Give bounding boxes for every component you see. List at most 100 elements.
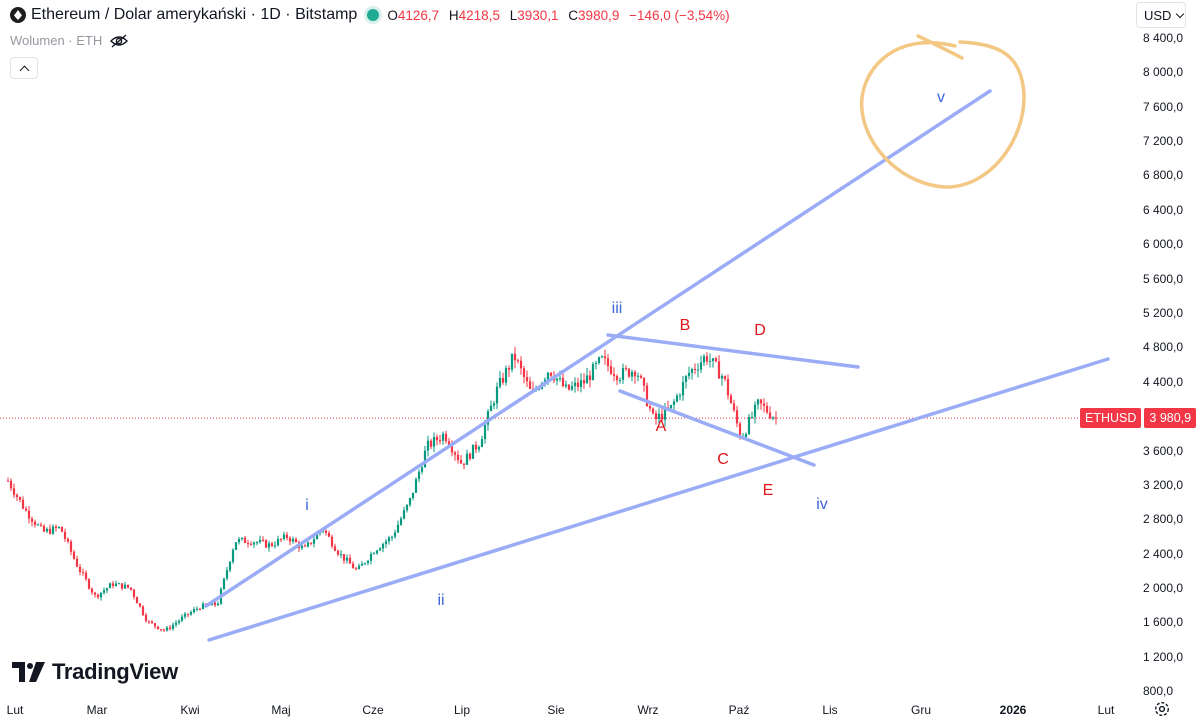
wave-label-B[interactable]: B: [680, 317, 691, 334]
candle-body: [762, 403, 766, 406]
price-tick-label: 3 600,0: [1143, 444, 1183, 458]
price-tick-label: 6 000,0: [1143, 237, 1183, 251]
candle-body: [756, 399, 760, 405]
candle-body: [738, 423, 742, 438]
candle-body: [420, 467, 424, 472]
open-value: 4126,7: [397, 7, 440, 23]
candles: [6, 346, 778, 632]
candle-body: [579, 380, 583, 387]
wave-label-i[interactable]: i: [305, 497, 309, 514]
candle-body: [240, 537, 244, 539]
candle-body: [303, 545, 307, 547]
candle-body: [87, 579, 91, 589]
candle-body: [633, 371, 637, 377]
price-axis[interactable]: 8 400,0 8 000,0 7 600,0 7 200,0 6 800,0 6 400…: [1143, 31, 1183, 698]
time-tick-label: Paź: [729, 703, 750, 717]
candle-body: [768, 412, 772, 418]
trendline[interactable]: [207, 357, 1110, 642]
volume-label: Wolumen · ETH: [10, 33, 103, 48]
collapse-legend-button[interactable]: [10, 57, 38, 79]
price-tick-label: 1 200,0: [1143, 650, 1183, 664]
trendline[interactable]: [606, 333, 860, 369]
last-price-tag: ETHUSD 3 980,9: [1080, 408, 1197, 429]
candle-body: [438, 440, 442, 442]
candle-body: [495, 386, 499, 404]
candle-body: [27, 510, 31, 519]
candle-body: [195, 608, 199, 610]
candle-body: [582, 380, 586, 384]
trendline[interactable]: [618, 389, 816, 467]
currency-label: USD: [1144, 7, 1172, 23]
candle-body: [192, 609, 196, 613]
candle-body: [96, 594, 100, 598]
candle-body: [387, 537, 391, 542]
candle-body: [693, 369, 697, 371]
candle-body: [30, 518, 34, 522]
candle-body: [231, 549, 235, 562]
candle-body: [252, 542, 256, 545]
wave-label-v[interactable]: v: [937, 89, 945, 106]
candle-body: [480, 438, 484, 447]
candle-body: [765, 405, 769, 413]
candle-body: [432, 436, 436, 447]
wave-label-ii[interactable]: ii: [437, 592, 444, 609]
price-tick-label: 6 800,0: [1143, 168, 1183, 182]
candle-body: [726, 378, 730, 396]
low-key: L: [509, 7, 518, 23]
candle-body: [429, 440, 433, 447]
candle-body: [273, 545, 277, 547]
time-tick-label: 2026: [1000, 703, 1027, 717]
candle-body: [651, 408, 655, 414]
candle-body: [603, 356, 607, 359]
candle-body: [201, 603, 205, 610]
settings-gear-icon[interactable]: [1153, 700, 1171, 718]
wave-label-iii[interactable]: iii: [612, 300, 623, 317]
time-axis[interactable]: Lut Mar Kwi Maj Cze Lip Sie Wrz Paź Lis Gru 2026 Lut: [7, 703, 1115, 717]
wave-label-A[interactable]: A: [656, 418, 667, 435]
candle-body: [504, 368, 508, 383]
candle-body: [129, 587, 133, 590]
market-status-icon[interactable]: [367, 9, 380, 21]
candle-body: [384, 541, 388, 544]
price-tick-label: 3 200,0: [1143, 478, 1183, 492]
candle-body: [243, 537, 247, 544]
wave-label-D[interactable]: D: [754, 322, 766, 339]
candle-body: [60, 526, 64, 532]
eye-off-icon[interactable]: [110, 33, 129, 48]
candle-body: [300, 545, 304, 549]
candle-body: [459, 459, 463, 464]
candle-body: [465, 453, 469, 465]
candle-body: [228, 561, 232, 571]
wave-label-C[interactable]: C: [717, 451, 729, 468]
wave-label-iv[interactable]: iv: [816, 496, 828, 513]
candle-body: [363, 563, 367, 565]
candle-body: [630, 371, 634, 377]
time-tick-label: Gru: [911, 703, 931, 717]
candle-body: [519, 360, 523, 369]
drawings[interactable]: [204, 34, 1110, 642]
candle-body: [435, 436, 439, 441]
time-tick-label: Lut: [7, 703, 24, 717]
candle-body: [12, 488, 16, 495]
target-circle[interactable]: [859, 40, 1026, 189]
candle-body: [90, 588, 94, 593]
time-tick-label: Wrz: [637, 703, 658, 717]
symbol-legend[interactable]: Ethereum / Dolar amerykański · 1D · Bits…: [10, 6, 736, 24]
target-circle-tail[interactable]: [916, 34, 964, 60]
trendline[interactable]: [204, 89, 992, 608]
candle-body: [63, 531, 67, 539]
candle-body: [246, 543, 250, 545]
volume-legend[interactable]: Wolumen · ETH: [10, 33, 129, 48]
candle-body: [222, 578, 226, 589]
symbol-title[interactable]: Ethereum / Dolar amerykański · 1D · Bits…: [31, 6, 358, 23]
price-tag-symbol: ETHUSD: [1080, 408, 1142, 429]
candle-body: [612, 373, 616, 376]
candle-body: [336, 550, 340, 555]
tradingview-logo[interactable]: TradingView: [12, 659, 178, 685]
candle-body: [54, 526, 58, 528]
currency-select[interactable]: USD: [1136, 2, 1186, 28]
wave-label-E[interactable]: E: [763, 482, 774, 499]
price-tick-label: 5 600,0: [1143, 272, 1183, 286]
